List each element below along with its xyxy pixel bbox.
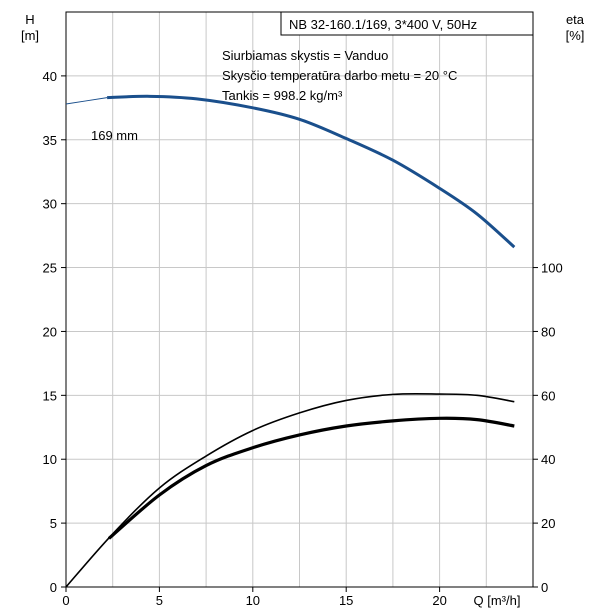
y-left-tick-label: 40 bbox=[43, 69, 57, 84]
x-tick-label: 0 bbox=[62, 593, 69, 608]
y-left-tick-label: 15 bbox=[43, 388, 57, 403]
series-head-curve-169mm bbox=[107, 94, 516, 249]
annotation-temperature: Skysčio temperatūra darbo metu = 20 °C bbox=[222, 68, 457, 83]
x-tick-label: 10 bbox=[246, 593, 260, 608]
tick-labels: 0 5 10 15 20 0 5 10 15 20 25 30 35 40 0 20 40 60 80 100 bbox=[43, 69, 563, 608]
y-right-tick-label: 20 bbox=[541, 516, 555, 531]
y-left-tick-label: 5 bbox=[50, 516, 57, 531]
y-left-tick-label: 20 bbox=[43, 324, 57, 339]
y-axis-left-label-line1: H bbox=[25, 12, 34, 27]
y-axis-right-label-line1: eta bbox=[566, 12, 585, 27]
y-right-tick-label: 80 bbox=[541, 324, 555, 339]
x-tick-label: 20 bbox=[432, 593, 446, 608]
annotation-density: Tankis = 998.2 kg/m³ bbox=[222, 88, 343, 103]
title-box bbox=[280, 11, 534, 36]
series-efficiency-curve bbox=[65, 392, 515, 588]
x-axis-label: Q [m³/h] bbox=[474, 593, 521, 608]
chart-title: NB 32-160.1/169, 3*400 V, 50Hz bbox=[289, 17, 477, 32]
y-left-tick-label: 10 bbox=[43, 452, 57, 467]
series-label-169mm: 169 mm bbox=[91, 128, 138, 143]
y-right-tick-label: 40 bbox=[541, 452, 555, 467]
annotation-fluid: Siurbiamas skystis = Vanduo bbox=[222, 48, 388, 63]
y-left-tick-label: 25 bbox=[43, 261, 57, 276]
y-right-tick-label: 60 bbox=[541, 388, 555, 403]
y-left-tick-label: 0 bbox=[50, 580, 57, 595]
x-tick-label: 15 bbox=[339, 593, 353, 608]
y-right-tick-label: 100 bbox=[541, 261, 563, 276]
y-axis-left-label-line2: [m] bbox=[21, 28, 39, 43]
x-tick-label: 5 bbox=[156, 593, 163, 608]
y-axis-right-label-line2: [%] bbox=[566, 28, 585, 43]
series-power-curve bbox=[107, 416, 515, 540]
curves bbox=[65, 94, 516, 588]
y-left-tick-label: 30 bbox=[43, 197, 57, 212]
y-right-tick-label: 0 bbox=[541, 580, 548, 595]
series-head-curve-lead bbox=[65, 97, 108, 105]
y-left-tick-label: 35 bbox=[43, 133, 57, 148]
